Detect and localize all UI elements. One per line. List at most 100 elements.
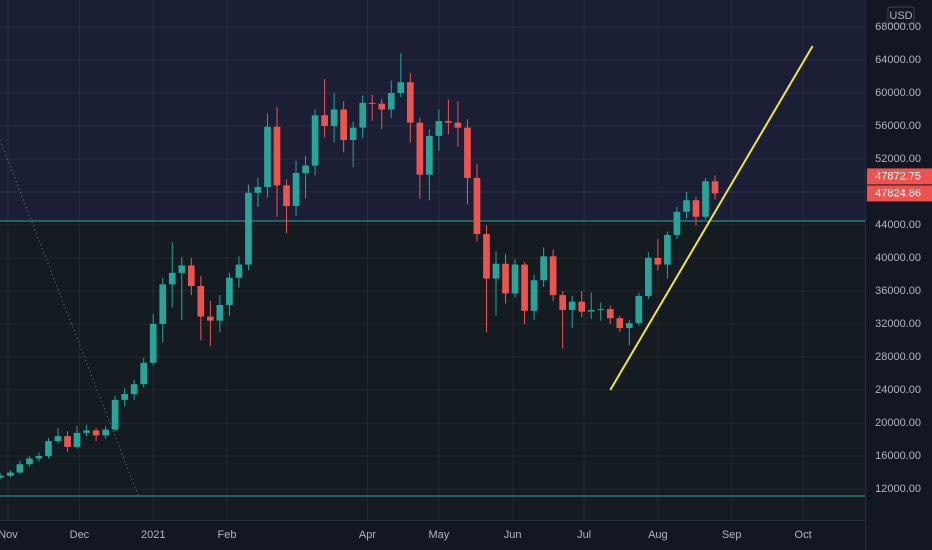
candle-body <box>530 280 538 311</box>
candle-body <box>406 82 414 123</box>
x-tick-label: Feb <box>218 529 237 541</box>
x-tick-label: Apr <box>359 529 376 541</box>
candle-body <box>73 432 81 447</box>
y-tick-label: 36000.00 <box>875 285 921 297</box>
candle-body <box>130 384 138 395</box>
candle-body <box>664 234 671 265</box>
trend-line <box>609 45 814 391</box>
axes: 12000.00 16000.00 20000.00 24000.00 28000.00… <box>0 21 932 541</box>
candle-body <box>159 284 167 324</box>
price-label-box <box>867 168 932 185</box>
candle-body <box>587 309 595 312</box>
currency: USD <box>889 10 912 22</box>
candle-body <box>311 115 319 166</box>
candle-body <box>654 257 662 265</box>
candle-body <box>207 316 214 321</box>
x-tick-label: Aug <box>648 529 668 541</box>
candle-body <box>673 211 681 235</box>
candle-body <box>54 436 62 442</box>
candle-body <box>292 173 300 207</box>
candle-body <box>283 185 290 207</box>
candle-body <box>273 126 281 186</box>
candle-body <box>578 301 586 312</box>
candle-body <box>235 264 243 278</box>
candle-body <box>359 102 367 128</box>
plot-area <box>0 0 865 520</box>
x-tick-label: Dec <box>70 529 90 541</box>
candle-body <box>597 309 605 311</box>
y-tick-label: 64000.00 <box>875 54 921 66</box>
lower-zone <box>0 221 865 520</box>
candle-body <box>397 82 405 93</box>
candle-body <box>45 441 52 456</box>
currency-box[interactable] <box>887 6 915 25</box>
candle-body <box>321 115 328 126</box>
candle-body <box>330 109 338 126</box>
y-tick-label: 20000.00 <box>875 417 921 429</box>
candle-body <box>83 430 90 433</box>
candle-body <box>568 301 576 310</box>
candle-body <box>711 181 719 194</box>
candle-body <box>178 265 186 273</box>
candle-body <box>635 295 643 324</box>
candle-body <box>559 295 567 310</box>
candle-body <box>7 472 14 476</box>
candle-body <box>245 192 252 265</box>
candle-body <box>502 263 509 294</box>
x-tick-label: Jul <box>577 529 591 541</box>
candle-body <box>226 277 233 306</box>
candle-body <box>368 102 376 104</box>
candle-body <box>340 109 347 141</box>
y-tick-label: 16000.00 <box>875 450 921 462</box>
candle-body <box>264 126 271 188</box>
y-tick-label: 32000.00 <box>875 318 921 330</box>
candle-body <box>683 200 690 212</box>
candle-body <box>26 458 33 465</box>
candle-body <box>435 121 443 136</box>
candle-body <box>149 323 157 363</box>
candle-body <box>102 429 109 436</box>
x-tick-label: Nov <box>0 529 18 541</box>
y-tick-label: 56000.00 <box>875 120 921 132</box>
candle-body <box>492 263 500 279</box>
candle-body <box>254 187 262 193</box>
candle-body <box>416 122 424 175</box>
candle-body <box>625 323 633 329</box>
candle-body <box>616 318 624 329</box>
y-tick-label: 12000.00 <box>875 483 921 495</box>
candle-body <box>64 436 71 447</box>
y-tick-label: 24000.00 <box>875 384 921 396</box>
candle-body <box>540 256 547 281</box>
candle-body <box>197 286 205 317</box>
x-tick-label: 2021 <box>141 529 165 541</box>
candle-body <box>645 257 652 296</box>
x-tick-label: Oct <box>795 529 812 541</box>
candle-body <box>0 475 5 478</box>
y-tick-label: 40000.00 <box>875 252 921 264</box>
candle-body <box>511 264 519 294</box>
candle-body <box>140 362 148 385</box>
candle-body <box>483 234 490 279</box>
candle-body <box>111 399 119 430</box>
candle-body <box>702 181 709 217</box>
candle-body <box>549 256 557 296</box>
price-label: 47872.75 <box>875 170 921 182</box>
y-tick-label: 60000.00 <box>875 87 921 99</box>
candle-body <box>349 127 357 141</box>
candle-body <box>473 177 481 235</box>
candle-body <box>35 455 43 459</box>
y-tick-label: 28000.00 <box>875 351 921 363</box>
candle-body <box>387 92 395 110</box>
x-tick-label: May <box>428 529 449 541</box>
candle-body <box>16 464 24 473</box>
candle-body <box>378 103 386 110</box>
candle-body <box>606 309 614 319</box>
candle-body <box>464 127 471 178</box>
upper-zone <box>0 0 865 222</box>
y-tick-label: 44000.00 <box>875 219 921 231</box>
candle-body <box>426 135 433 175</box>
price-label-box <box>867 185 932 202</box>
y-tick-label: 52000.00 <box>875 153 921 165</box>
